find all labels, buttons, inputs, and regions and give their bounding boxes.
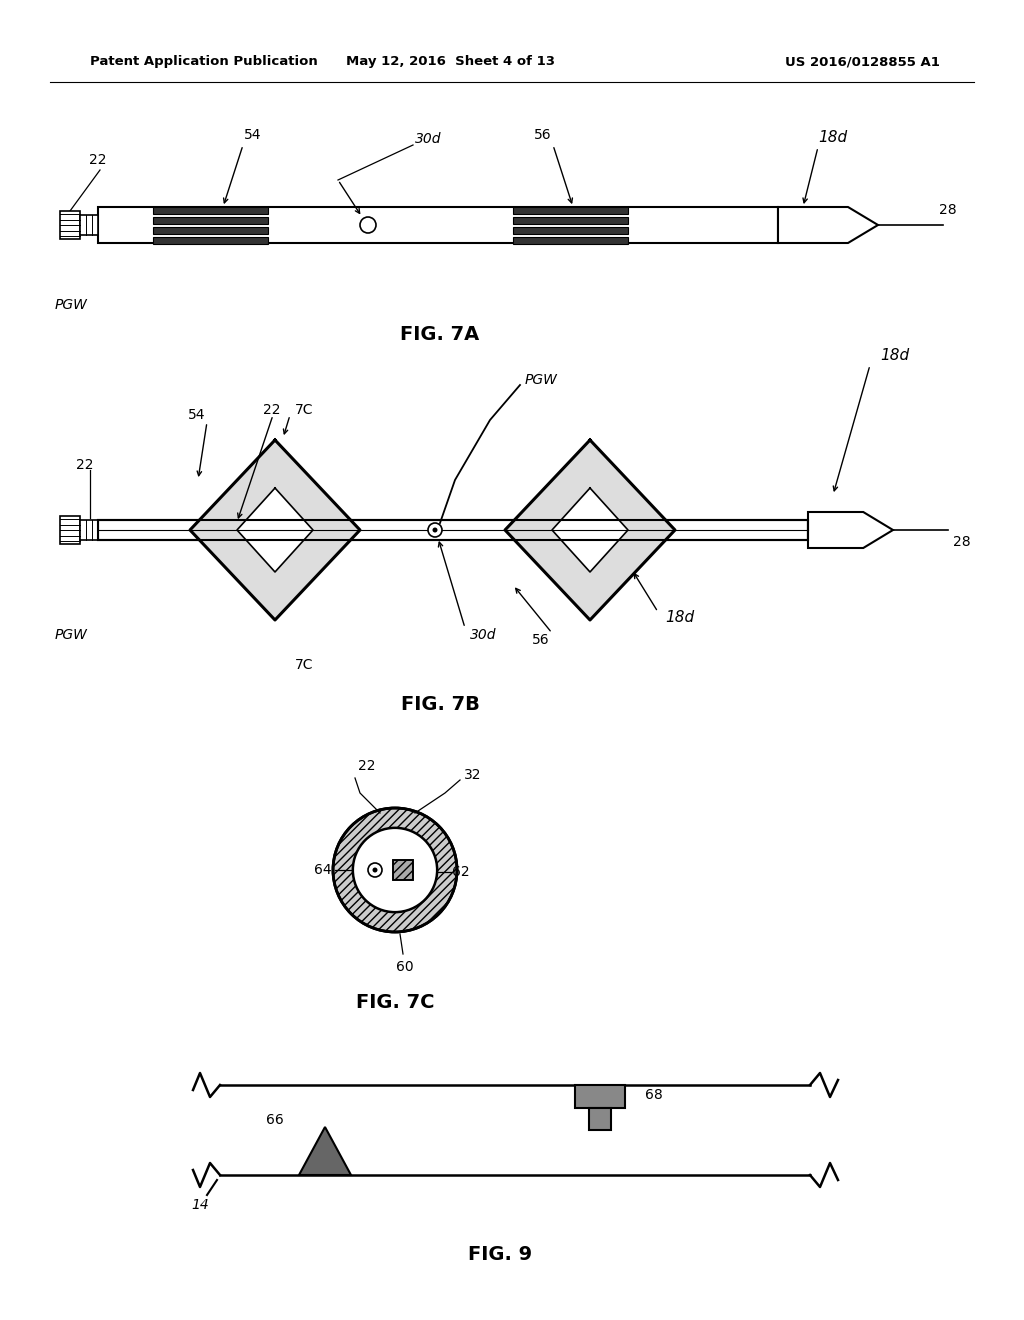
Circle shape (432, 528, 437, 532)
Text: 22: 22 (358, 759, 376, 774)
Text: 54: 54 (245, 128, 262, 143)
Bar (513, 216, 628, 223)
Text: May 12, 2016  Sheet 4 of 13: May 12, 2016 Sheet 4 of 13 (345, 55, 555, 69)
Bar (393, 861, 413, 880)
Text: FIG. 7A: FIG. 7A (400, 326, 479, 345)
Text: 22: 22 (76, 458, 94, 473)
Text: 7C: 7C (295, 403, 313, 417)
Text: US 2016/0128855 A1: US 2016/0128855 A1 (785, 55, 940, 69)
Bar (393, 861, 413, 880)
Text: 68: 68 (645, 1088, 663, 1102)
Text: 56: 56 (535, 128, 552, 143)
Circle shape (373, 867, 378, 873)
Polygon shape (552, 488, 628, 572)
Bar (513, 227, 628, 234)
Text: 54: 54 (187, 408, 205, 422)
Text: FIG. 9: FIG. 9 (468, 1246, 532, 1265)
Text: 32: 32 (464, 768, 481, 781)
Text: 18d: 18d (665, 610, 694, 626)
Bar (513, 236, 628, 243)
Text: 18d: 18d (818, 129, 848, 144)
Polygon shape (190, 440, 360, 620)
Bar (98, 520, 808, 540)
Polygon shape (237, 488, 313, 572)
Bar (153, 236, 268, 243)
Text: 62: 62 (453, 865, 470, 879)
Bar (80, 520, 98, 540)
Bar (60, 516, 80, 544)
Polygon shape (505, 440, 675, 620)
Text: 66: 66 (266, 1113, 284, 1127)
Bar (589, 1107, 611, 1130)
Text: FIG. 7B: FIG. 7B (400, 696, 479, 714)
Text: 30d: 30d (470, 628, 497, 642)
Text: 7C: 7C (295, 657, 313, 672)
Text: 60: 60 (396, 960, 414, 974)
Text: PGW: PGW (55, 628, 88, 642)
Polygon shape (778, 207, 878, 243)
Bar (153, 227, 268, 234)
Circle shape (360, 216, 376, 234)
Circle shape (428, 523, 442, 537)
Circle shape (368, 863, 382, 876)
Text: 28: 28 (939, 203, 956, 216)
Bar (153, 216, 268, 223)
Text: 18d: 18d (880, 347, 909, 363)
Text: PGW: PGW (525, 374, 558, 387)
Bar (513, 206, 628, 214)
Polygon shape (299, 1127, 351, 1175)
Polygon shape (808, 512, 893, 548)
Circle shape (333, 808, 457, 932)
Text: 30d: 30d (415, 132, 441, 147)
Text: Patent Application Publication: Patent Application Publication (90, 55, 317, 69)
Polygon shape (190, 440, 360, 620)
Bar (80, 215, 98, 235)
Bar (153, 206, 268, 214)
Text: 28: 28 (953, 535, 971, 549)
Text: 22: 22 (262, 403, 280, 417)
Text: 56: 56 (532, 634, 550, 647)
Text: PGW: PGW (55, 298, 88, 312)
Bar (60, 211, 80, 239)
Circle shape (353, 828, 437, 912)
Text: 14: 14 (191, 1199, 209, 1212)
Text: FIG. 7C: FIG. 7C (355, 993, 434, 1011)
Bar (98, 207, 778, 243)
Text: 64: 64 (314, 863, 332, 876)
Polygon shape (505, 440, 675, 620)
Bar (575, 1085, 625, 1107)
Bar (98, 520, 808, 540)
Text: 22: 22 (89, 153, 106, 168)
